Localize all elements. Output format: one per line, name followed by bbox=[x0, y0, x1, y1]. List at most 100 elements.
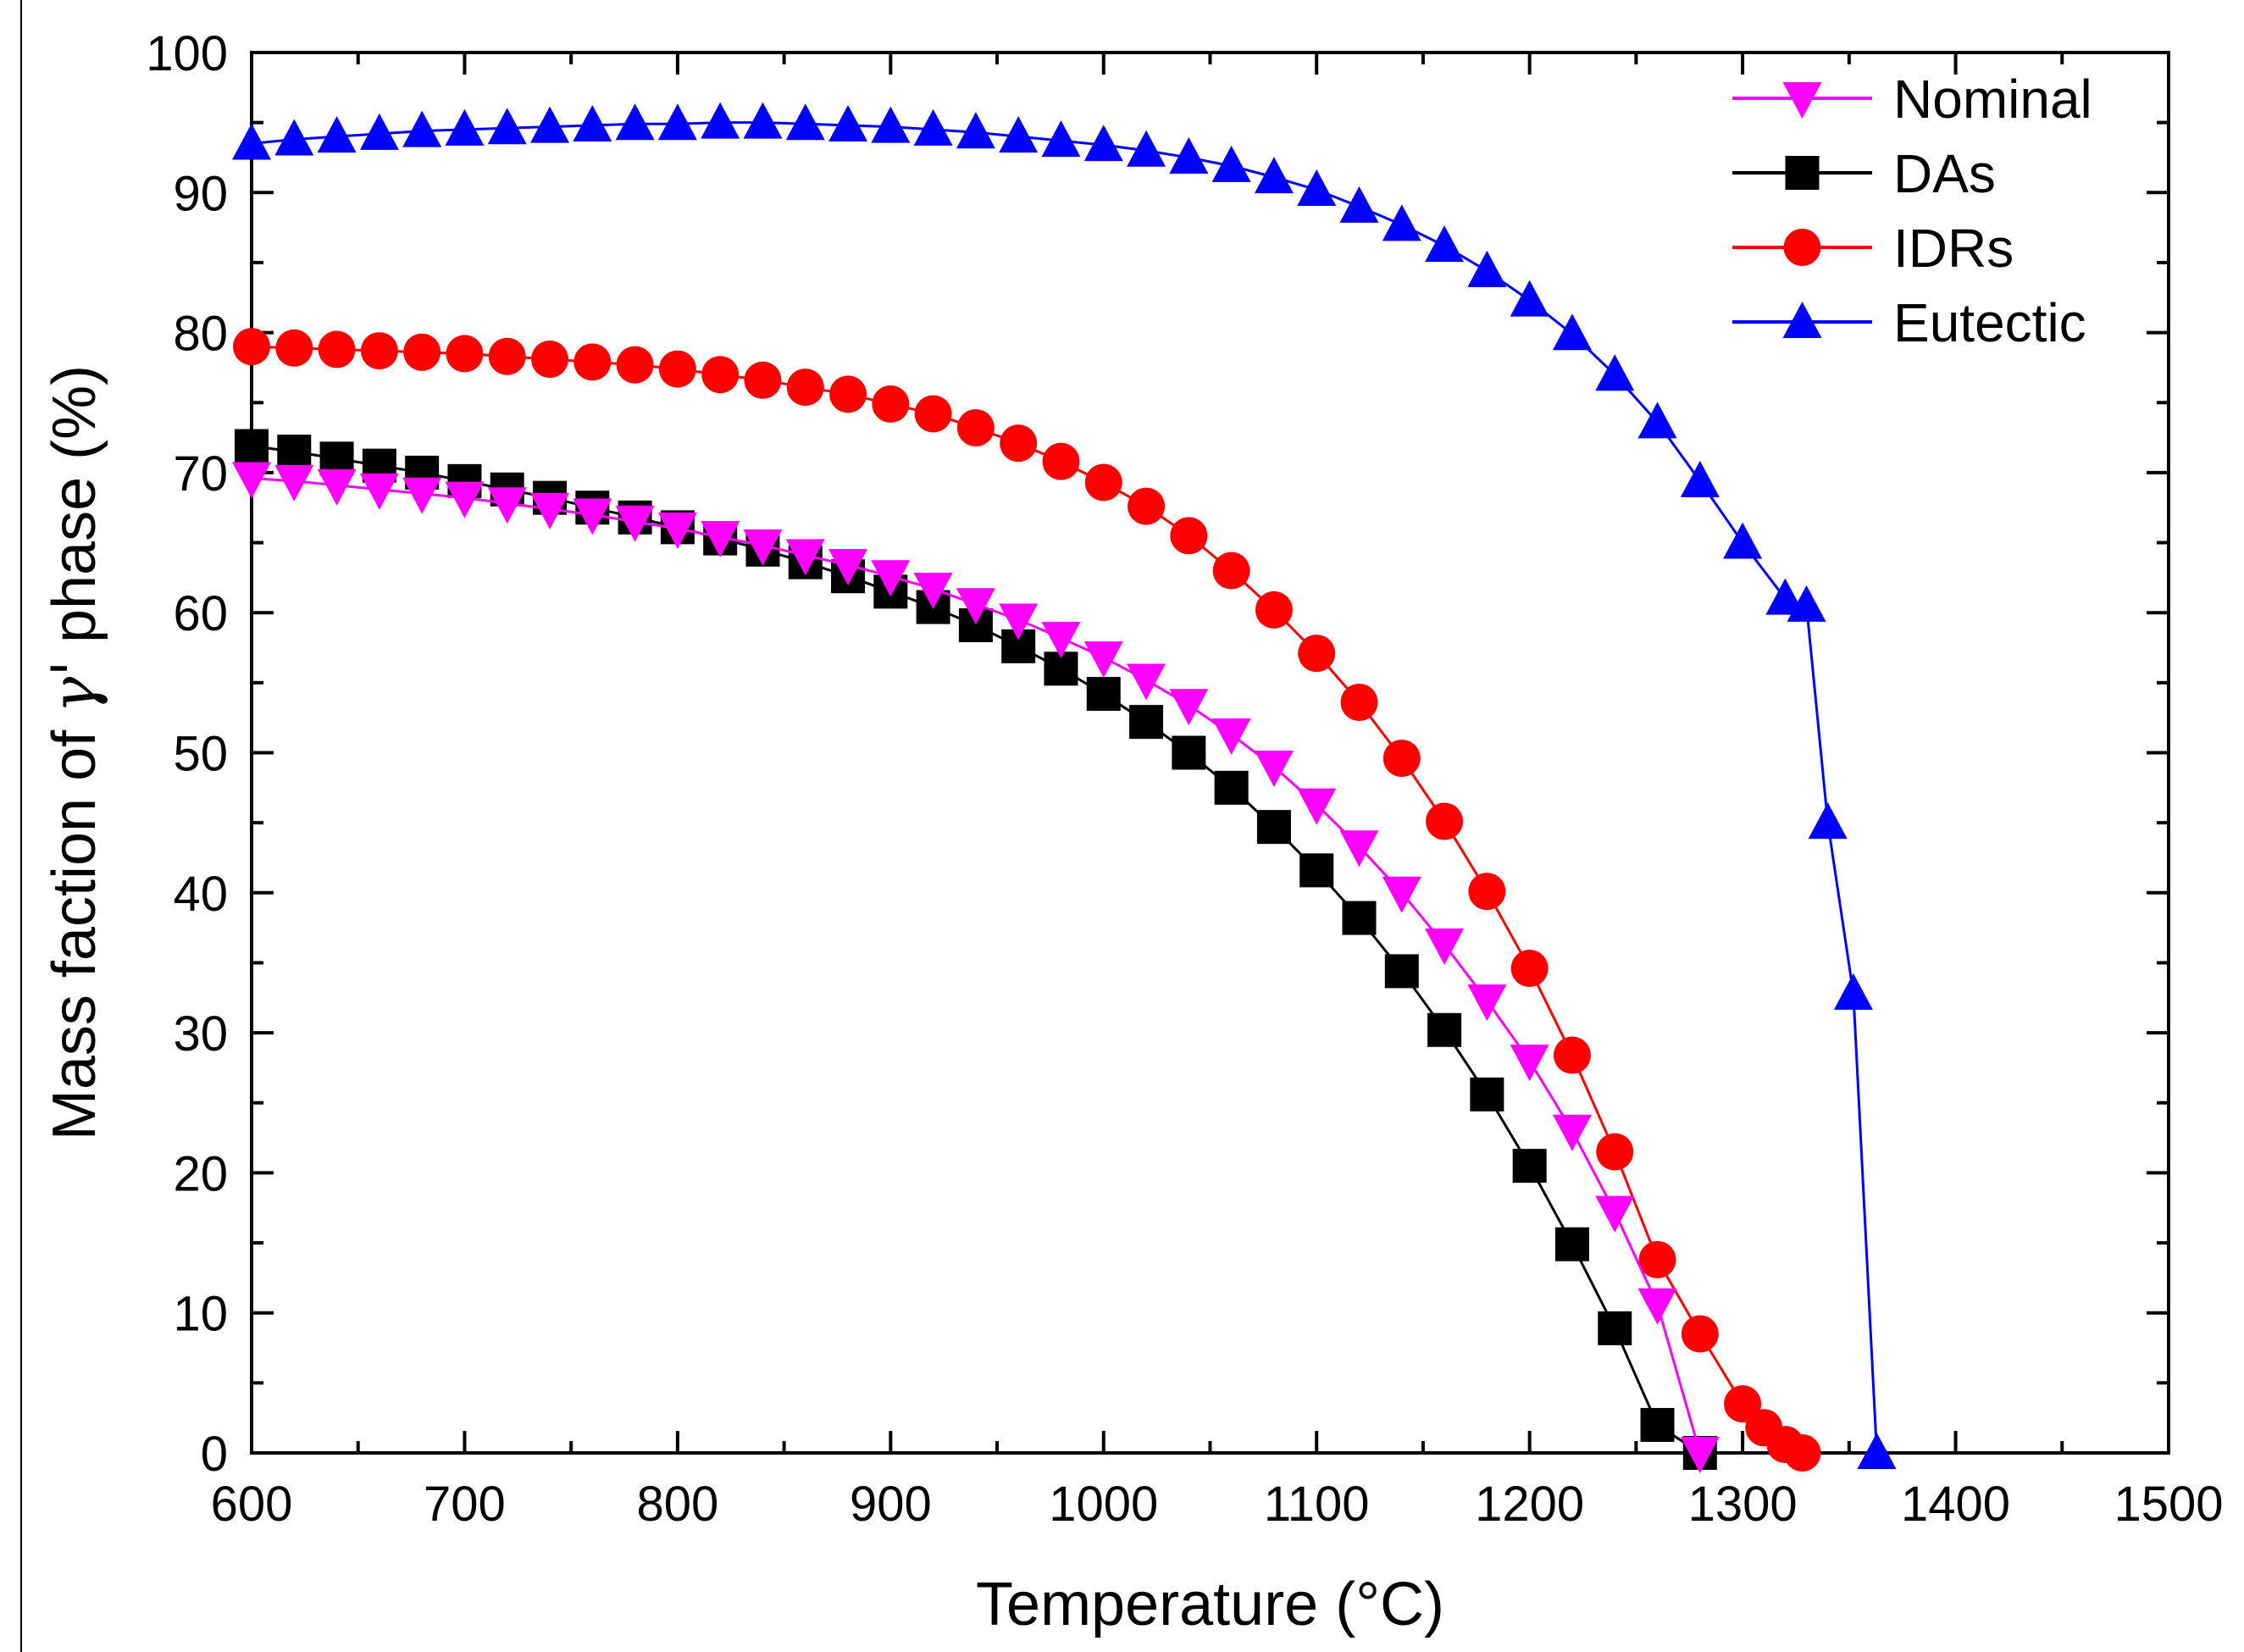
point-eutectic bbox=[402, 110, 442, 147]
point-eutectic bbox=[487, 108, 527, 145]
point-idrs bbox=[1170, 517, 1208, 555]
x-tick-label: 1200 bbox=[1475, 1477, 1584, 1532]
point-nominal bbox=[1211, 718, 1251, 756]
x-tick-label: 1100 bbox=[1264, 1477, 1370, 1532]
x-tick-label: 1400 bbox=[1901, 1477, 2010, 1532]
point-eutectic bbox=[1041, 120, 1081, 158]
legend-item-idrs: IDRs bbox=[1732, 218, 2014, 279]
point-das bbox=[1554, 1227, 1589, 1261]
point-nominal bbox=[701, 520, 740, 557]
point-nominal bbox=[359, 473, 399, 510]
point-nominal bbox=[445, 481, 485, 518]
point-idrs bbox=[1128, 487, 1166, 525]
legend-label: IDRs bbox=[1893, 218, 2014, 279]
y-tick-label: 80 bbox=[173, 307, 228, 362]
point-idrs bbox=[1298, 635, 1336, 673]
point-nominal bbox=[1425, 928, 1465, 965]
point-nominal bbox=[573, 498, 612, 535]
legend: Nominal DAs IDRs Eutectic bbox=[1732, 69, 2092, 353]
point-eutectic bbox=[1339, 186, 1379, 223]
point-das bbox=[235, 429, 269, 463]
point-nominal bbox=[1637, 1288, 1677, 1325]
point-eutectic bbox=[1211, 145, 1251, 182]
point-nominal bbox=[1680, 1437, 1720, 1473]
point-eutectic bbox=[1127, 130, 1166, 167]
point-eutectic bbox=[657, 103, 697, 141]
point-idrs bbox=[1783, 1434, 1821, 1472]
point-nominal bbox=[615, 505, 655, 542]
point-das bbox=[1384, 954, 1419, 989]
point-eutectic bbox=[913, 108, 953, 146]
point-nominal bbox=[785, 539, 825, 576]
y-tick-label: 60 bbox=[173, 586, 228, 641]
point-eutectic bbox=[615, 103, 655, 141]
point-idrs bbox=[1681, 1315, 1719, 1353]
plot-frame bbox=[250, 51, 2170, 1455]
point-nominal bbox=[1254, 751, 1294, 788]
point-nominal bbox=[956, 588, 995, 625]
point-idrs bbox=[1084, 463, 1122, 502]
point-eutectic bbox=[785, 103, 825, 141]
point-idrs bbox=[872, 385, 910, 423]
point-nominal bbox=[487, 487, 527, 524]
point-nominal bbox=[1595, 1195, 1635, 1233]
point-idrs bbox=[914, 395, 952, 433]
point-das bbox=[1342, 901, 1377, 935]
point-nominal bbox=[1169, 689, 1209, 726]
point-das bbox=[1640, 1407, 1675, 1442]
legend-item-nominal: Nominal bbox=[1732, 69, 2092, 130]
point-nominal bbox=[402, 477, 442, 514]
point-eutectic bbox=[999, 116, 1039, 153]
point-eutectic bbox=[1637, 402, 1677, 439]
point-idrs bbox=[1553, 1036, 1591, 1074]
point-idrs bbox=[786, 369, 824, 407]
point-nominal bbox=[1552, 1114, 1592, 1151]
point-nominal bbox=[1127, 663, 1166, 701]
point-das bbox=[1470, 1077, 1504, 1111]
point-eutectic bbox=[1723, 522, 1763, 559]
point-das bbox=[1214, 770, 1249, 805]
point-nominal bbox=[913, 573, 953, 610]
point-das bbox=[1299, 853, 1334, 888]
series-eutectic bbox=[232, 102, 1897, 1469]
series-layer bbox=[232, 102, 1897, 1473]
point-eutectic bbox=[573, 104, 612, 141]
point-nominal bbox=[1041, 621, 1081, 658]
y-tick-label: 20 bbox=[173, 1146, 228, 1201]
point-idrs bbox=[1000, 424, 1038, 463]
y-tick-label: 100 bbox=[146, 26, 228, 81]
legend-label: DAs bbox=[1893, 143, 1996, 204]
series-line-idrs bbox=[251, 345, 1804, 1455]
point-idrs bbox=[318, 330, 356, 369]
point-eutectic bbox=[1382, 204, 1421, 241]
y-tick-label: 90 bbox=[173, 166, 228, 221]
point-idrs bbox=[744, 361, 782, 399]
point-nominal bbox=[871, 560, 911, 597]
point-nominal bbox=[530, 492, 570, 529]
point-nominal bbox=[828, 548, 868, 585]
point-idrs bbox=[1340, 683, 1378, 721]
point-nominal bbox=[232, 462, 271, 499]
series-das bbox=[235, 429, 1717, 1470]
y-axis-title-symbol: γ' bbox=[38, 660, 109, 713]
point-idrs bbox=[1042, 442, 1080, 480]
legend-label: Nominal bbox=[1893, 69, 2092, 130]
point-das bbox=[1427, 1012, 1462, 1047]
point-idrs bbox=[531, 341, 569, 379]
point-idrs bbox=[1468, 873, 1506, 911]
x-tick-label: 1000 bbox=[1049, 1477, 1158, 1532]
series-nominal bbox=[232, 462, 1720, 1473]
legend-item-eutectic: Eutectic bbox=[1732, 292, 2086, 353]
point-das bbox=[1598, 1311, 1632, 1345]
point-eutectic bbox=[1169, 136, 1209, 174]
point-idrs bbox=[403, 333, 441, 371]
point-idrs bbox=[233, 328, 270, 366]
point-eutectic bbox=[1510, 280, 1549, 317]
point-nominal bbox=[657, 513, 697, 550]
point-idrs bbox=[360, 332, 398, 370]
y-axis-title-suffix: phase (%) bbox=[41, 365, 108, 660]
legend-marker bbox=[1783, 229, 1821, 266]
x-tick-label: 900 bbox=[850, 1477, 932, 1532]
series-idrs bbox=[233, 328, 1821, 1472]
